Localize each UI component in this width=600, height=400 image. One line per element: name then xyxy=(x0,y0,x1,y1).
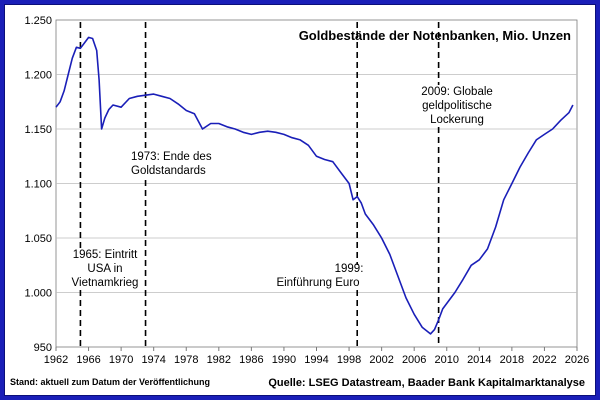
chart-title: Goldbestände der Notenbanken, Mio. Unzen xyxy=(299,28,571,43)
annotation-1973: 1973: Ende des Goldstandards xyxy=(131,151,212,177)
x-tick-label: 1974 xyxy=(141,354,165,366)
gold-holdings-line xyxy=(55,36,574,335)
annotation-2009-line-1: 2009: Globale xyxy=(421,86,493,98)
annotation-1999-line-1: 1999: xyxy=(335,263,364,275)
x-tick-label: 1966 xyxy=(76,354,100,366)
annotation-2009: 2009: Globale geldpolitische Lockerung xyxy=(421,86,493,126)
y-tick-label: 1.200 xyxy=(24,70,52,82)
x-tick-label: 1990 xyxy=(272,354,296,366)
grid-lines xyxy=(56,74,577,293)
annotation-1999-line-2: Einführung Euro xyxy=(276,277,359,289)
x-tick-label: 2022 xyxy=(532,354,556,366)
annotation-1973-line-1: 1973: Ende des xyxy=(131,151,212,163)
x-tick-label: 1998 xyxy=(337,354,361,366)
footer-source: Quelle: LSEG Datastream, Baader Bank Kap… xyxy=(268,377,585,389)
x-tick-label: 1962 xyxy=(44,354,68,366)
annotation-1965-line-3: Vietnamkrieg xyxy=(72,277,139,289)
x-axis-ticks: 1962 1966 1970 1974 1978 1982 1986 1990 1994 1998… xyxy=(44,347,589,366)
x-tick-label: 2010 xyxy=(435,354,459,366)
annotation-1965: 1965: Eintritt USA in Vietnamkrieg xyxy=(72,249,139,289)
annotation-2009-line-3: Lockerung xyxy=(430,114,484,126)
x-tick-label: 1978 xyxy=(174,354,198,366)
x-tick-label: 2018 xyxy=(500,354,524,366)
y-tick-label: 1.050 xyxy=(24,233,52,245)
x-tick-label: 2026 xyxy=(565,354,589,366)
x-tick-label: 2002 xyxy=(369,354,393,366)
footer-left: Stand: aktuell zum Datum der Veröffentli… xyxy=(10,377,210,387)
y-tick-label: 1.150 xyxy=(24,124,52,136)
x-tick-label: 1970 xyxy=(109,354,133,366)
y-tick-label: 1.100 xyxy=(24,179,52,191)
x-tick-label: 1986 xyxy=(239,354,263,366)
annotation-1965-line-2: USA in xyxy=(87,263,122,275)
x-tick-label: 2014 xyxy=(467,354,491,366)
y-tick-label: 1.000 xyxy=(24,288,52,300)
y-tick-label: 1.250 xyxy=(24,15,52,27)
y-tick-label: 950 xyxy=(34,342,52,354)
x-tick-label: 1994 xyxy=(304,354,328,366)
x-tick-label: 1982 xyxy=(207,354,231,366)
x-tick-label: 2006 xyxy=(402,354,426,366)
annotation-1999: 1999: Einführung Euro xyxy=(276,263,363,289)
annotation-2009-line-2: geldpolitische xyxy=(422,100,492,112)
annotation-1965-line-1: 1965: Eintritt xyxy=(73,249,138,261)
annotation-1973-line-2: Goldstandards xyxy=(131,165,206,177)
event-lines xyxy=(79,22,440,347)
y-axis-ticks: 950 1.000 1.050 1.100 1.150 1.200 1.250 xyxy=(24,15,52,354)
